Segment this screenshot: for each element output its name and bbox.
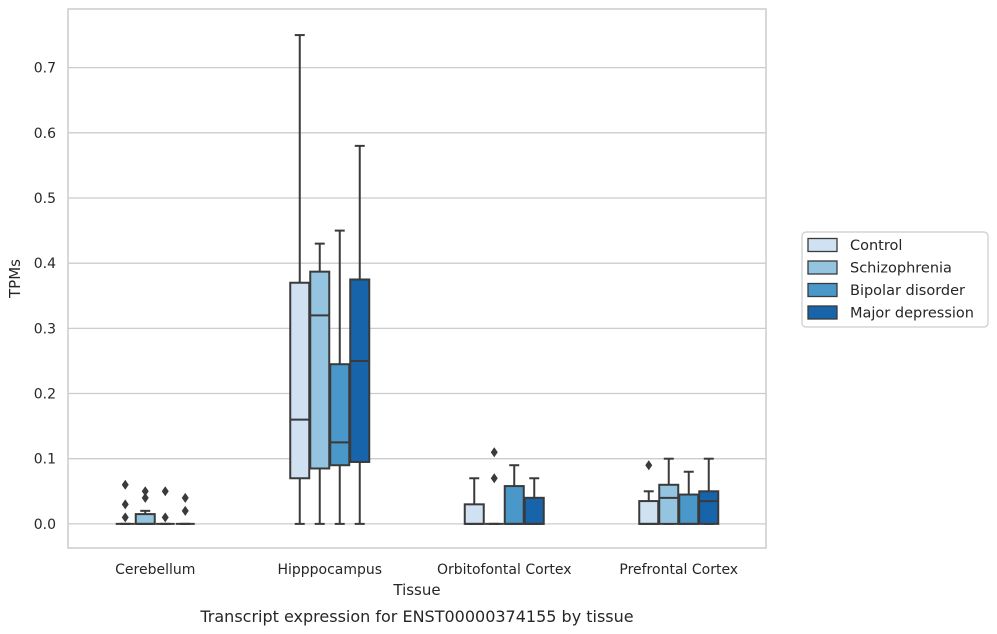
box-body: [698, 490, 720, 525]
box-body: [523, 496, 545, 525]
legend-label: Major depression: [850, 306, 974, 322]
outlier-point: [121, 512, 129, 523]
box-body: [638, 500, 660, 525]
y-tick-label: 0.5: [34, 191, 56, 207]
outlier-point: [181, 492, 189, 503]
plot-area-frame: [67, 8, 767, 549]
box-body: [349, 278, 371, 463]
y-tick-labels: 0.0 0.1 0.2 0.3 0.4 0.5 0.6 0.7: [34, 61, 56, 533]
y-tick-label: 0.7: [34, 61, 56, 77]
y-tick-label: 0.2: [34, 387, 56, 403]
outlier-point: [645, 460, 653, 471]
legend-swatch: [807, 282, 838, 298]
box: [134, 486, 156, 525]
box-body: [289, 281, 311, 480]
legend: Control Schizophrenia Bipolar disorder Majo…: [801, 231, 989, 328]
outlier-point: [141, 492, 149, 503]
box-body: [678, 493, 700, 525]
chart-caption: Transcript expression for ENST0000037415…: [199, 607, 633, 626]
legend-label: Bipolar disorder: [850, 283, 965, 299]
x-tick-label: Cerebellum: [115, 562, 195, 578]
box: [329, 229, 351, 525]
legend-swatch: [807, 260, 838, 275]
outlier-point: [161, 486, 169, 497]
box-body: [658, 483, 680, 525]
box: [484, 447, 504, 525]
box: [463, 477, 485, 525]
box: [155, 486, 175, 525]
outlier-point: [141, 486, 149, 497]
box: [678, 470, 700, 525]
legend-label: Schizophrenia: [850, 261, 952, 277]
legend-label: Control: [850, 238, 902, 254]
box: [658, 457, 680, 525]
box-body: [463, 503, 485, 525]
box: [698, 457, 720, 525]
y-tick-label: 0.0: [34, 517, 56, 533]
x-tick-labels: Cerebellum Hipppocampus Orbitofontal Corte…: [115, 562, 738, 578]
legend-frame: [801, 231, 989, 328]
x-tick-label: Orbitofontal Cortex: [437, 562, 572, 578]
outlier-point: [181, 505, 189, 516]
box-body: [329, 363, 351, 467]
box-body: [503, 485, 525, 525]
y-tick-label: 0.4: [34, 256, 56, 272]
y-tick-label: 0.3: [34, 321, 56, 337]
box: [523, 477, 545, 525]
box: [175, 492, 195, 525]
x-axis-label: Tissue: [392, 581, 440, 599]
y-axis-label: TPMs: [6, 259, 24, 299]
y-tick-label: 0.6: [34, 126, 56, 142]
outlier-point: [121, 499, 129, 510]
x-tick-label: Hipppocampus: [277, 562, 382, 578]
outlier-point: [490, 473, 498, 484]
box-body: [134, 513, 156, 525]
outlier-point: [161, 512, 169, 523]
outlier-point: [121, 479, 129, 490]
box-body: [309, 270, 331, 470]
outlier-point: [490, 447, 498, 458]
box: [115, 479, 135, 525]
y-tick-label: 0.1: [34, 452, 56, 468]
x-tick-label: Prefrontal Cortex: [619, 562, 738, 578]
legend-swatch: [807, 305, 838, 320]
box: [349, 144, 371, 525]
box-groups: [115, 34, 720, 525]
legend-swatch: [807, 237, 838, 253]
